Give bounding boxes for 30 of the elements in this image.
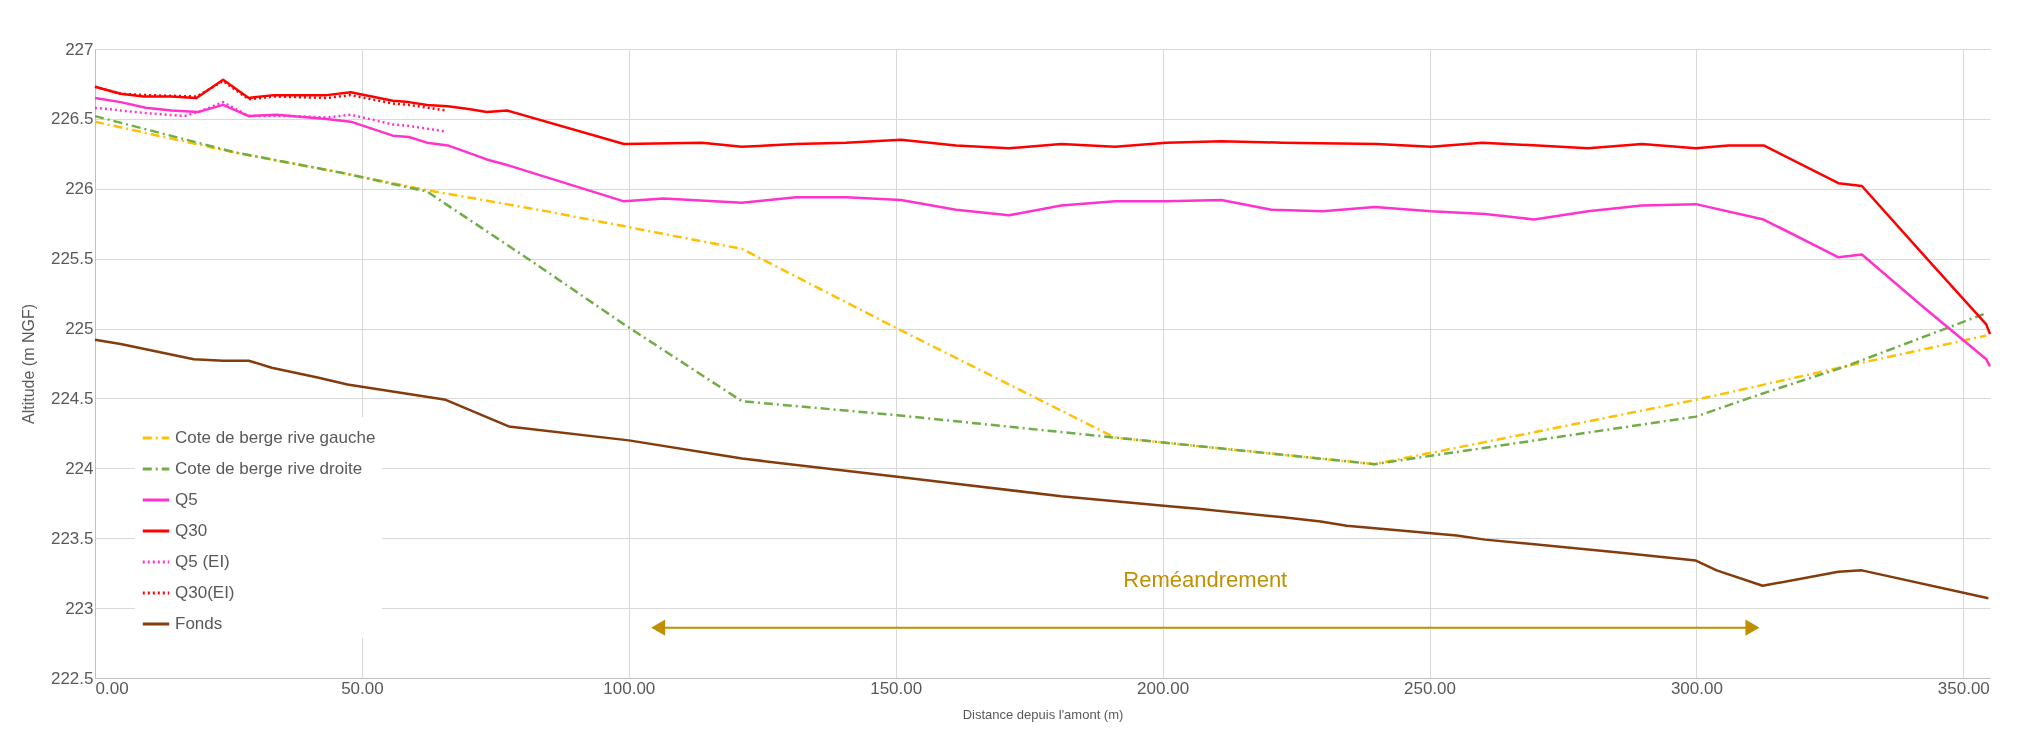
y-tick-label: 225 xyxy=(65,319,94,339)
legend-label: Q5 xyxy=(175,490,198,509)
line-series xyxy=(93,338,1990,600)
x-tick-label: 300.00 xyxy=(1670,678,1723,698)
y-tick-label: 227 xyxy=(65,39,94,59)
legend-label: Q30(EI) xyxy=(175,583,235,602)
y-tick-label: 223 xyxy=(65,598,94,618)
y-axis-title: Altitude (m NGF) xyxy=(19,303,37,425)
legend-label: Cote de berge rive gauche xyxy=(175,428,376,447)
x-tick-label: 250.00 xyxy=(1404,678,1457,698)
x-tick-label: 100.00 xyxy=(603,678,656,698)
y-tick-label: 226 xyxy=(65,179,94,199)
legend-label: Fonds xyxy=(175,614,223,633)
legend-label: Cote de berge rive droite xyxy=(175,459,363,478)
legend-label: Q30 xyxy=(175,521,208,540)
y-tick-label: 224.5 xyxy=(50,388,94,408)
x-tick-label: 200.00 xyxy=(1137,678,1190,698)
y-tick-label: 222.5 xyxy=(50,668,94,688)
y-tick-label: 225.5 xyxy=(50,249,94,269)
x-tick-label: 150.00 xyxy=(870,678,923,698)
legend-label: Q5 (EI) xyxy=(175,552,230,571)
y-tick-label: 224 xyxy=(65,458,94,478)
annotation: Reméandrement xyxy=(1123,566,1288,592)
x-tick-label: 50.00 xyxy=(341,678,384,698)
y-tick-label: 226.5 xyxy=(50,109,94,129)
y-tick-label: 223.5 xyxy=(50,528,94,548)
x-axis-title: Distance depuis l'amont (m) xyxy=(962,706,1124,722)
x-tick-label: 350.00 xyxy=(1937,678,1990,698)
line-series xyxy=(93,96,1992,368)
x-tick-label: 0.00 xyxy=(95,678,129,698)
